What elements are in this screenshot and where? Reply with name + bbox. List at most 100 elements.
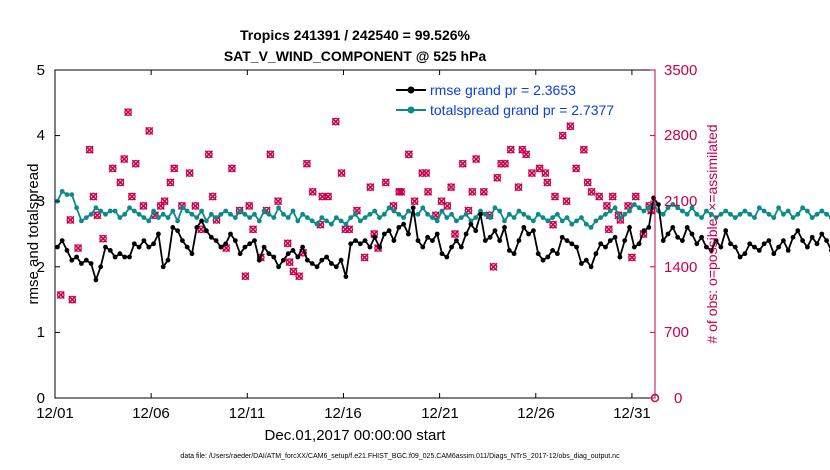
- rmse-point: [165, 257, 171, 263]
- totalspread-point: [603, 211, 608, 217]
- rmse-point: [704, 244, 709, 250]
- rmse-point: [814, 241, 820, 247]
- rmse-point: [540, 257, 546, 263]
- totalspread-point: [458, 215, 464, 221]
- rmse-point: [545, 254, 551, 260]
- rmse-point: [506, 248, 512, 253]
- totalspread-point: [805, 208, 810, 214]
- obs-assimilated-marker: [493, 173, 502, 182]
- obs-assimilated-marker: [341, 225, 350, 234]
- obs-point: [458, 159, 467, 168]
- obs-point: [543, 178, 552, 187]
- obs-possible-marker: [604, 225, 613, 234]
- rmse-point: [564, 238, 570, 244]
- obs-possible-marker: [558, 131, 567, 140]
- rmse-point: [223, 241, 229, 247]
- rmse-point: [502, 225, 507, 230]
- totalspread-point: [141, 215, 147, 221]
- obs-point: [497, 159, 506, 168]
- x-tick-label: 12/16: [324, 405, 362, 422]
- rmse-point: [300, 244, 305, 250]
- totalspread-point: [646, 205, 652, 211]
- x-tick-label: 12/26: [517, 405, 555, 422]
- y-axis-left: 0 1 2 3 4 5: [37, 62, 45, 407]
- totalspread-point: [497, 208, 503, 214]
- rmse-point: [199, 218, 205, 224]
- obs-assimilated-marker: [160, 197, 169, 206]
- rmse-point: [684, 225, 690, 230]
- rmse-point: [718, 244, 724, 250]
- rmse-point: [247, 241, 253, 247]
- totalspread-point: [718, 211, 724, 217]
- rmse-point: [631, 244, 637, 250]
- obs-point: [424, 187, 433, 196]
- totalspread-point: [569, 221, 575, 227]
- totalspread-point: [420, 205, 426, 211]
- obs-possible-marker: [464, 206, 473, 215]
- obs-point: [604, 225, 613, 234]
- rmse-point: [516, 238, 522, 244]
- obs-assimilated-marker: [514, 183, 523, 192]
- obs-assimilated-marker: [139, 201, 148, 210]
- obs-point: [337, 169, 346, 178]
- obs-assimilated-marker: [331, 117, 340, 126]
- totalspread-point: [64, 192, 70, 198]
- obs-point: [74, 243, 83, 253]
- rmse-point: [824, 238, 829, 244]
- totalspread-point: [98, 208, 104, 214]
- rmse-point: [329, 261, 334, 266]
- obs-assimilated-marker: [472, 154, 481, 164]
- x-tick-label: 12/06: [132, 405, 170, 422]
- y-tick-label: 1: [37, 324, 45, 341]
- rmse-point: [732, 244, 738, 250]
- obs-point: [116, 178, 125, 187]
- rmse-point: [665, 231, 671, 237]
- tick-marks: [54, 69, 656, 399]
- totalspread-point: [175, 218, 181, 224]
- rmse-point: [218, 244, 224, 250]
- obs-point: [139, 201, 148, 210]
- obs-possible-marker: [191, 202, 200, 210]
- obs-possible-marker: [93, 211, 102, 220]
- obs-assimilated-marker: [99, 234, 108, 243]
- rmse-point: [79, 261, 84, 266]
- obs-point: [66, 215, 75, 225]
- rmse-point: [444, 254, 450, 260]
- totalspread-point: [579, 215, 584, 221]
- obs-assimilated-marker: [245, 201, 254, 210]
- y-right-tick-label: 1400: [664, 259, 697, 276]
- obs-point: [395, 187, 404, 196]
- totalspread-point: [165, 215, 171, 221]
- totalspread-point: [59, 189, 65, 194]
- obs-point: [558, 131, 567, 140]
- totalspread-point: [88, 211, 94, 217]
- chart-title: Tropics 241391 / 242540 = 99.526%: [240, 27, 471, 43]
- obs-possible-marker: [437, 197, 446, 206]
- obs-point: [595, 192, 604, 201]
- obs-point: [249, 225, 258, 234]
- totalspread-point: [670, 202, 676, 207]
- totalspread-point: [156, 215, 161, 221]
- totalspread-point: [444, 215, 450, 221]
- rmse-point: [103, 244, 108, 250]
- rmse-point: [670, 225, 676, 230]
- obs-assimilated-marker: [608, 192, 617, 201]
- rmse-point: [747, 241, 753, 247]
- obs-possible-marker: [74, 244, 82, 252]
- totalspread-point: [74, 205, 79, 211]
- totalspread-point: [146, 218, 152, 224]
- rmse-point: [305, 257, 310, 263]
- rmse-point: [367, 244, 373, 250]
- totalspread-point: [79, 218, 84, 224]
- obs-point: [514, 183, 523, 192]
- obs-possible-marker: [518, 145, 527, 154]
- totalspread-point: [324, 218, 329, 224]
- obs-point: [489, 262, 498, 271]
- totalspread-point: [362, 215, 368, 221]
- obs-point: [472, 154, 481, 164]
- totalspread-point: [439, 208, 445, 214]
- obs-assimilated-marker: [404, 150, 413, 159]
- rmse-point: [660, 238, 666, 244]
- obs-possible-marker: [493, 173, 502, 182]
